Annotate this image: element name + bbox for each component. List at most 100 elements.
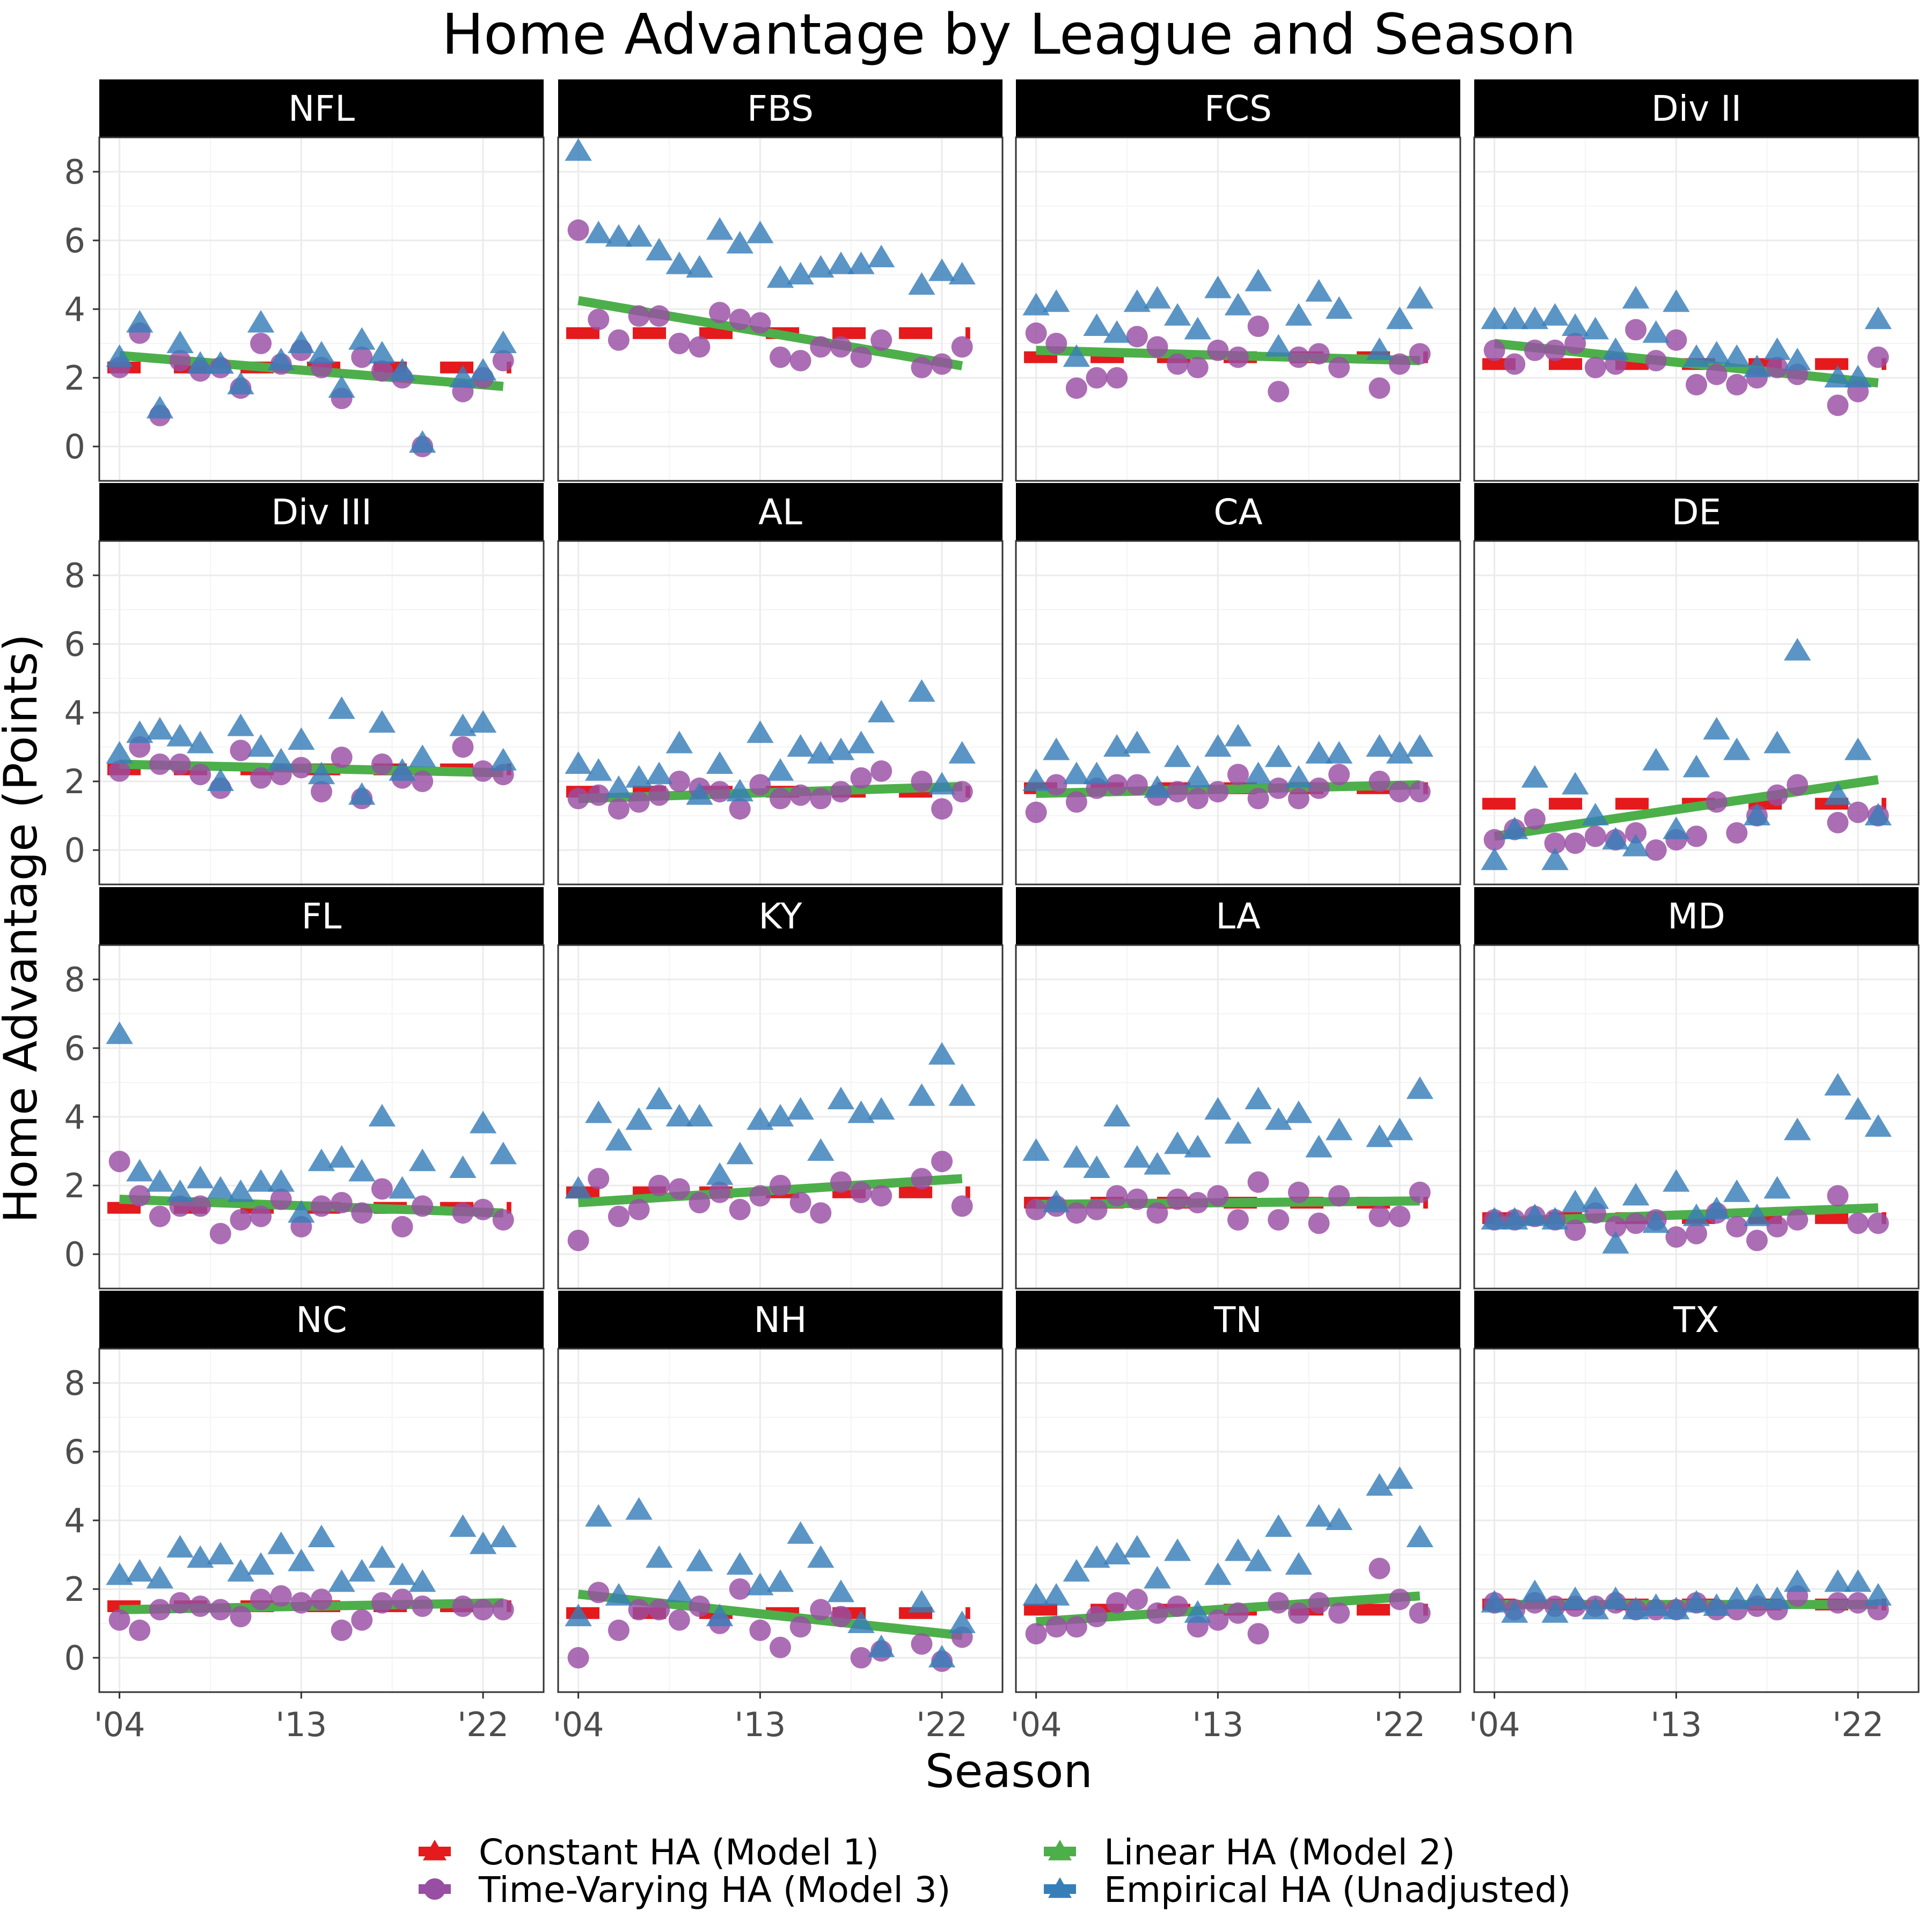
time-varying-point (290, 1592, 312, 1614)
time-varying-point (1389, 1205, 1411, 1227)
time-varying-point (1187, 356, 1209, 378)
empirical-point (1184, 317, 1211, 340)
empirical-point (1864, 1583, 1892, 1606)
facet-strip-label: NC (296, 1299, 347, 1341)
empirical-point (1144, 775, 1171, 798)
empirical-point (1366, 1124, 1393, 1147)
empirical-point (665, 251, 693, 274)
time-varying-point (1187, 788, 1209, 809)
empirical-point (1325, 1117, 1353, 1140)
time-varying-point (951, 781, 973, 803)
time-varying-point (789, 1192, 811, 1213)
empirical-point (1103, 1542, 1131, 1564)
empirical-point (1265, 1107, 1292, 1130)
time-varying-point (1847, 1592, 1869, 1614)
panel-border (1473, 136, 1920, 482)
empirical-point (706, 1604, 734, 1627)
empirical-point (605, 775, 633, 798)
facet-strip-label: Div II (1651, 88, 1741, 129)
time-varying-point (1268, 1592, 1290, 1614)
time-varying-point (1409, 1602, 1431, 1624)
panel-border (1015, 1348, 1461, 1693)
time-varying-point (1847, 1212, 1869, 1234)
empirical-point (1103, 320, 1131, 343)
time-varying-point (588, 1168, 610, 1190)
empirical-point (1541, 1600, 1569, 1623)
time-varying-point (1827, 1592, 1849, 1614)
time-varying-point (689, 1596, 711, 1617)
chart-title: Home Advantage by League and Season (442, 2, 1576, 67)
time-varying-point (830, 1171, 852, 1193)
legend-label: Time-Varying HA (Model 3) (478, 1869, 951, 1911)
facet-strip-label: TX (1673, 1299, 1719, 1341)
empirical-point (1305, 279, 1333, 302)
time-varying-point (1504, 353, 1526, 375)
x-axis-title: Season (925, 1745, 1093, 1798)
empirical-point (267, 748, 295, 771)
empirical-point (1063, 344, 1091, 367)
facet-panel-div-ii: Div II (1473, 79, 1920, 482)
empirical-point (625, 1497, 653, 1520)
facet-strip (1474, 1291, 1919, 1349)
empirical-point (1561, 1586, 1589, 1609)
y-tick-label: 2 (64, 1570, 85, 1609)
empirical-point (1844, 1569, 1872, 1592)
time-varying-point (1867, 346, 1889, 368)
time-varying-point (1106, 367, 1128, 389)
empirical-point (1063, 762, 1091, 785)
time-varying-point (810, 1599, 832, 1621)
empirical-point (146, 1169, 174, 1192)
empirical-point (605, 1583, 633, 1606)
time-varying-point (870, 1185, 892, 1207)
empirical-point (186, 730, 214, 753)
empirical-point (1043, 1583, 1070, 1606)
empirical-point (267, 1169, 295, 1192)
time-varying-point (1686, 374, 1707, 396)
time-varying-point (1045, 1616, 1067, 1638)
y-tick-label: 8 (64, 960, 85, 999)
empirical-point (585, 758, 612, 781)
empirical-point (1325, 1507, 1353, 1530)
time-varying-point (1766, 1216, 1788, 1238)
empirical-point (1824, 1073, 1851, 1096)
empirical-point (1022, 1138, 1050, 1161)
empirical-point (207, 351, 235, 374)
empirical-point (1783, 1117, 1811, 1140)
empirical-point (928, 1645, 956, 1667)
empirical-point (408, 1569, 436, 1592)
empirical-point (1743, 803, 1771, 825)
empirical-point (1582, 1186, 1609, 1209)
time-varying-point (1787, 1209, 1809, 1231)
facet-strip (1016, 79, 1460, 137)
empirical-point (625, 224, 653, 247)
empirical-point (207, 769, 235, 791)
facet-strip-label: FCS (1204, 88, 1272, 129)
empirical-point (1682, 755, 1710, 778)
time-varying-point (371, 753, 393, 775)
empirical-point (227, 1559, 254, 1582)
empirical-point (1844, 365, 1872, 387)
empirical-point (489, 1525, 517, 1547)
empirical-point (1022, 1583, 1050, 1606)
time-varying-point (770, 1636, 791, 1658)
empirical-point (1824, 1569, 1851, 1592)
empirical-point (1481, 847, 1508, 870)
time-varying-point (1247, 788, 1269, 809)
empirical-point (1642, 1593, 1670, 1616)
facet-strip (1474, 79, 1919, 137)
empirical-point (766, 1104, 794, 1126)
time-varying-point (1847, 801, 1869, 823)
time-varying-point (608, 1205, 630, 1227)
time-varying-point (230, 740, 252, 762)
empirical-point (787, 1521, 814, 1544)
empirical-point (1783, 348, 1811, 370)
time-varying-point (668, 771, 690, 792)
time-varying-point (331, 747, 353, 769)
empirical-point (1763, 337, 1791, 360)
empirical-point (1582, 317, 1609, 340)
empirical-point (489, 331, 517, 353)
empirical-point (1481, 1590, 1508, 1613)
time-varying-point (169, 350, 191, 371)
time-varying-point (1146, 336, 1168, 358)
facet-strip-label: KY (758, 896, 802, 937)
